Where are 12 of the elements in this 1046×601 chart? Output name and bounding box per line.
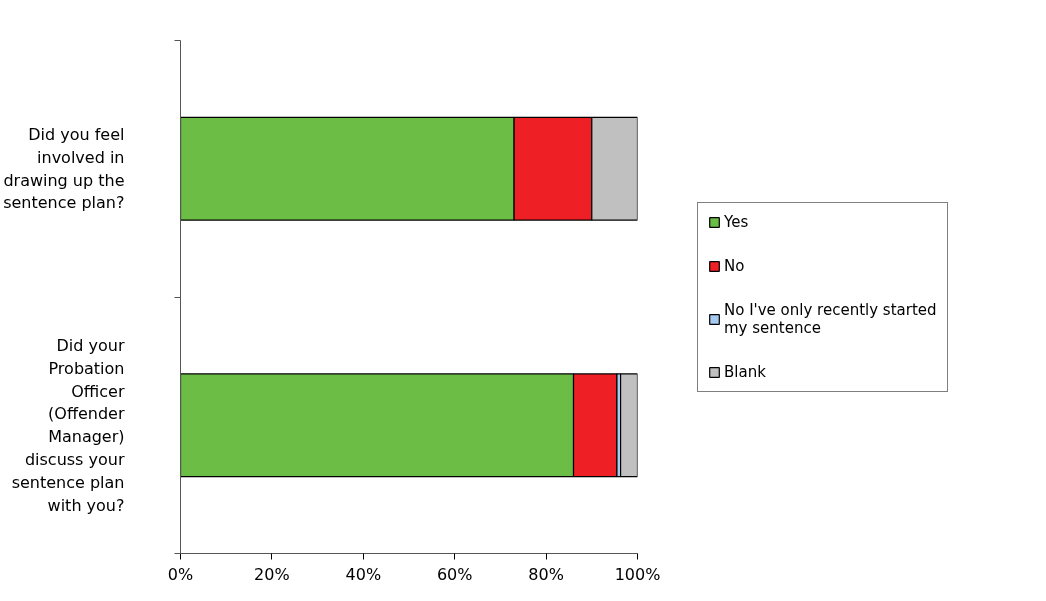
x-tick-label: 100% [614, 564, 661, 584]
x-tick-label: 20% [254, 564, 290, 584]
legend-label: Blank [724, 362, 766, 381]
legend-label: Yes [724, 212, 749, 231]
x-tick-label: 40% [345, 564, 382, 584]
x-tick-label: 80% [528, 564, 564, 584]
y-tick-label: Did your Probation Officer (Offender Manager) discuss your sentence plan with you? [11, 335, 125, 515]
legend-label: No I've only recently started my sentence [724, 300, 937, 337]
legend-label: No [724, 256, 745, 275]
x-tick-label: 60% [436, 564, 473, 584]
y-tick-label: Did you feel involved in drawing up the sentence plan? [3, 125, 125, 213]
x-tick-label: 0% [167, 564, 194, 584]
